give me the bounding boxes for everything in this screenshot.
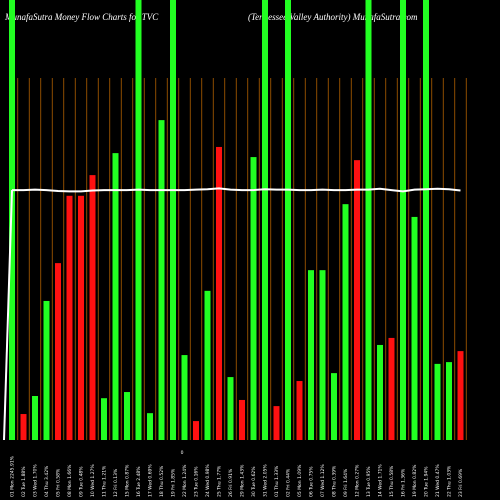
- bar: [55, 263, 61, 440]
- x-tick-label: 25 Thu 1.77%: [217, 465, 223, 497]
- x-tick-label: 08 Mon 1.66%: [67, 464, 73, 497]
- x-tick-label: 04 Thu 3.42%: [44, 465, 50, 497]
- bar: [273, 406, 280, 440]
- x-tick-label: 02 Tue 1.88%: [21, 466, 27, 497]
- bar: [181, 355, 188, 440]
- bar: [20, 414, 27, 440]
- bar: [239, 399, 245, 440]
- x-tick-label: 16 Tue 2.48%: [136, 466, 142, 497]
- x-tick-label: 02 Fri 0.44%: [286, 468, 292, 497]
- x-tick-label: 30 Tue 0.62%: [251, 466, 257, 497]
- x-tick-label: 09 Fri 1.64%: [343, 468, 349, 497]
- bar: [66, 195, 73, 440]
- x-tick-label: 22 Thu 1.03%: [447, 465, 453, 497]
- line-lead: [3, 190, 13, 441]
- bar: [331, 373, 337, 440]
- bar: [216, 146, 222, 440]
- bar: [78, 195, 84, 440]
- x-tick-label: 22 Mon 1.24%: [182, 464, 188, 497]
- bar: [411, 216, 418, 440]
- x-tick-label: 03 Wed 1.70%: [33, 464, 39, 497]
- bar: [89, 175, 96, 440]
- x-tick-label: 06 Tue 0.75%: [309, 466, 315, 497]
- bar: [365, 0, 372, 440]
- bar: [227, 377, 234, 440]
- bar: [32, 396, 38, 440]
- x-tick-label: 11 Thu 1.21%: [102, 465, 108, 497]
- chart-title: MunafaSutra Money Flow Charts for TVC: [4, 12, 159, 22]
- zero-label: 0: [181, 450, 184, 456]
- x-tick-label: 21 Wed 0.47%: [435, 464, 441, 497]
- x-tick-label: 13 Tue 0.95%: [366, 466, 372, 497]
- x-tick-label: 08 Thu 0.39%: [332, 465, 338, 497]
- bar: [135, 0, 142, 440]
- x-tick-label: 31 Wed 2.05%: [263, 464, 269, 497]
- x-tick-label: 15 Thu 0.58%: [389, 465, 395, 497]
- x-tick-label: 05 Fri 0.58%: [56, 468, 62, 497]
- x-tick-label: 23 Tue 0.16%: [194, 466, 200, 497]
- bar: [423, 0, 429, 440]
- x-tick-label: 26 Fri 0.91%: [228, 468, 234, 497]
- bar: [285, 0, 291, 440]
- bar: [308, 270, 314, 440]
- bar: [342, 204, 349, 440]
- x-tick-label: 15 Mon 0.87%: [125, 464, 131, 497]
- bar: [112, 153, 119, 440]
- x-tick-label: 20 Tue 1.94%: [424, 466, 430, 497]
- bar: [170, 0, 176, 440]
- chart-subtitle: (Tennessee Valley Authority) MunafaSutra…: [248, 12, 418, 22]
- bar: [354, 160, 360, 440]
- bar: [204, 290, 211, 440]
- money-flow-line: [12, 187, 461, 193]
- bar: [377, 344, 383, 440]
- x-tick-label: 05 Mon 1.09%: [297, 464, 303, 497]
- bar: [262, 0, 268, 440]
- x-tick-label: 17 Wed 0.69%: [148, 464, 154, 497]
- bar: [101, 398, 107, 440]
- x-tick-label: 07 Wed 1.12%: [320, 464, 326, 497]
- bar: [124, 392, 130, 440]
- x-tick-label: 01 Mon 2245.91%: [10, 455, 16, 497]
- bar: [319, 270, 326, 440]
- x-tick-label: 09 Tue 0.48%: [79, 466, 85, 497]
- x-tick-label: 16 Fri 1.36%: [401, 468, 407, 497]
- x-tick-label: 12 Fri 0.13%: [113, 468, 119, 497]
- bar: [400, 0, 406, 440]
- x-tick-label: 14 Wed 1.71%: [378, 464, 384, 497]
- bar: [43, 300, 50, 440]
- bar: [388, 337, 395, 440]
- bar: [250, 157, 257, 440]
- x-tick-label: 12 Mon 0.27%: [355, 464, 361, 497]
- bar: [158, 120, 165, 441]
- x-tick-label: 24 Wed 0.98%: [205, 464, 211, 497]
- x-tick-label: 19 Fri 1.85%: [171, 468, 177, 497]
- bar: [296, 381, 303, 440]
- x-tick-label: 10 Wed 1.27%: [90, 464, 96, 497]
- x-tick-label: 19 Mon 0.82%: [412, 464, 418, 497]
- x-tick-label: 29 Mon 1.43%: [240, 464, 246, 497]
- x-tick-label: 23 Fri 0.69%: [458, 468, 464, 497]
- bar: [457, 351, 464, 440]
- x-tick-label: 18 Thu 0.52%: [159, 465, 165, 497]
- bar: [147, 413, 153, 440]
- bar: [446, 362, 452, 440]
- x-tick-label: 01 Thu 1.33%: [274, 465, 280, 497]
- bar: [193, 421, 199, 440]
- bar: [434, 363, 441, 440]
